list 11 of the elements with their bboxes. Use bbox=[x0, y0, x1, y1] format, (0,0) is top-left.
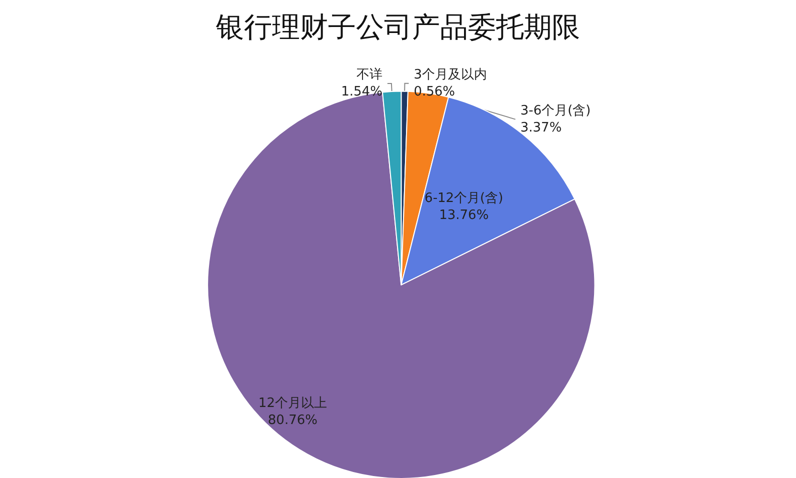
data-label: 13.76% bbox=[439, 208, 489, 224]
slice-label: 12个月以上 bbox=[258, 396, 327, 412]
data-label: 1.54% bbox=[341, 84, 382, 100]
slice-label: 3-6个月(含) bbox=[520, 103, 591, 118]
data-label: 3.37% bbox=[520, 120, 562, 136]
slice-label: 6-12个月(含) bbox=[424, 191, 504, 206]
data-label: 0.56% bbox=[414, 84, 456, 100]
chart-title: 银行理财子公司产品委托期限 bbox=[215, 10, 580, 44]
slice-label: 3个月及以内 bbox=[414, 67, 488, 82]
data-label: 80.76% bbox=[268, 413, 318, 428]
slice-label: 不详 bbox=[356, 68, 382, 83]
